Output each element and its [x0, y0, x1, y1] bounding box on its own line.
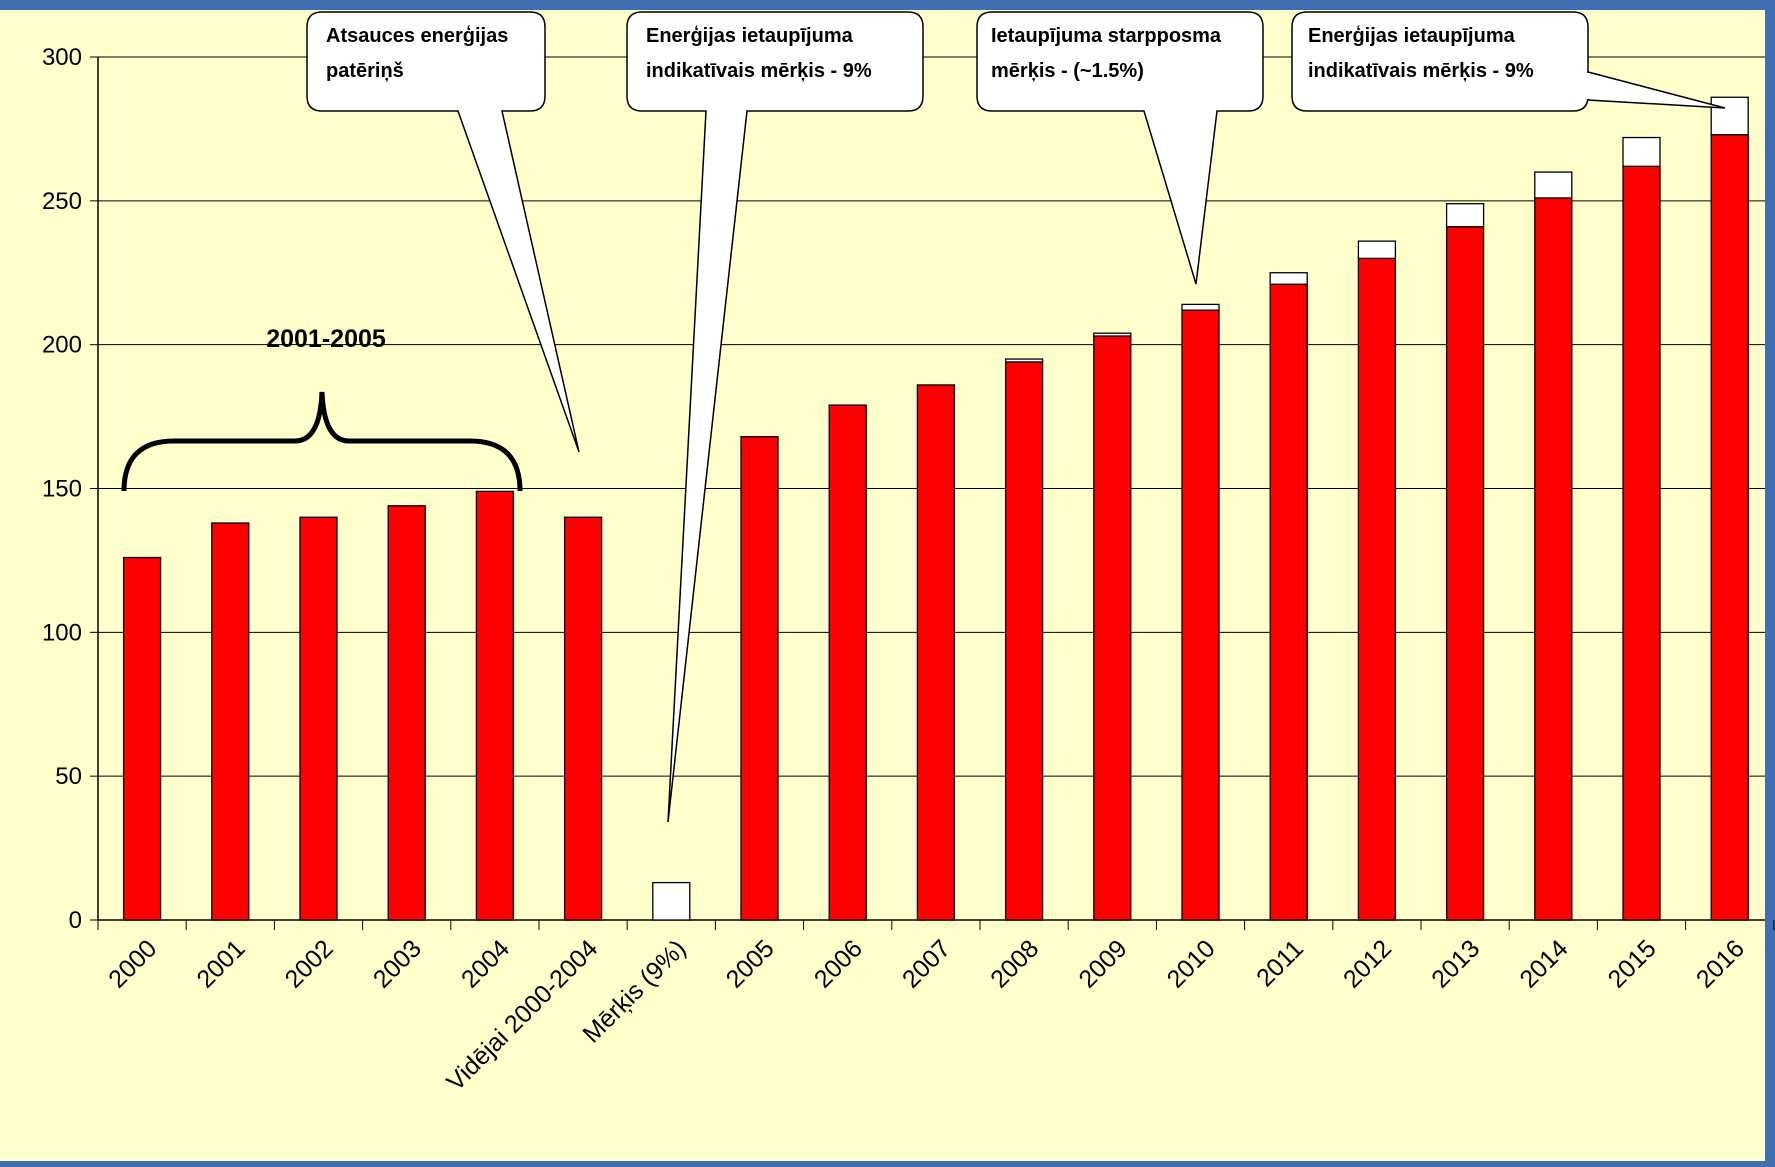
y-tick-label: 200 — [42, 332, 82, 359]
bar-segment — [828, 404, 867, 921]
callout-3-line2: mērķis - (~1.5%) — [991, 60, 1144, 82]
window-bottom-strip — [0, 1161, 1775, 1167]
x-tick-label: 2014 — [1514, 934, 1573, 993]
x-tick-label: 2008 — [985, 934, 1044, 993]
bar-segment — [1622, 165, 1661, 921]
x-tick-label: 2016 — [1691, 934, 1750, 993]
callout-3-line1: Ietaupījuma starpposma — [991, 25, 1222, 47]
callout-reference-consumption: Atsauces enerģijas patēriņš — [306, 11, 580, 453]
callout-1-line2: patēriņš — [326, 60, 404, 82]
x-tick-label: 2013 — [1426, 934, 1485, 993]
callout-2-line1: Enerģijas ietaupījuma — [646, 25, 854, 47]
bar-segment — [1534, 197, 1573, 921]
callout-indicative-target-1: Enerģijas ietaupījuma indikatīvais mērķi… — [626, 11, 924, 823]
bar-segment — [1269, 283, 1308, 921]
x-tick-label: 2000 — [103, 934, 162, 993]
bar-segment — [122, 556, 162, 921]
callout-4-line1: Enerģijas ietaupījuma — [1308, 25, 1516, 47]
x-tick-label: 2003 — [368, 934, 427, 993]
bar-segment — [916, 384, 956, 921]
annotations: 2001-2005 Atsauces enerģijas patēriņš En… — [121, 11, 1726, 823]
x-tick-label: 2009 — [1073, 934, 1132, 993]
window-right-strip — [1765, 0, 1775, 1167]
bar-segment — [1445, 203, 1485, 228]
bar-segment — [1445, 226, 1485, 921]
bar-segment — [1710, 134, 1749, 921]
x-tick-label: 2012 — [1338, 934, 1397, 993]
callout-1-line1: Atsauces enerģijas — [326, 25, 508, 47]
brace-shape — [121, 391, 523, 492]
bar-segment — [652, 881, 691, 921]
x-tick-label: 2001 — [191, 934, 250, 993]
bar-segment — [1269, 272, 1308, 285]
x-tick-label: 2005 — [721, 934, 780, 993]
callout-4-line2: indikatīvais mērķis - 9% — [1308, 60, 1534, 82]
x-tick-label: 2011 — [1251, 934, 1309, 992]
bar-segment — [740, 436, 779, 921]
bar-segment — [1093, 332, 1132, 337]
callout-indicative-target-2: Enerģijas ietaupījuma indikatīvais mērķi… — [1291, 11, 1726, 112]
bar-segment — [299, 516, 338, 921]
y-tick-label: 100 — [42, 619, 82, 646]
y-tick-label: 250 — [42, 188, 82, 215]
callout-interim-target: Ietaupījuma starpposma mērķis - (~1.5%) — [976, 11, 1264, 285]
bar-segment — [1357, 240, 1397, 260]
y-tick-labels: 0 50 100 150 200 250 300 — [42, 44, 82, 934]
y-tick-label: 150 — [42, 476, 82, 503]
bar-segment — [1004, 361, 1044, 921]
x-tick-label: 2010 — [1162, 934, 1221, 993]
bar-segment — [475, 490, 515, 921]
y-tick-label: 300 — [42, 44, 82, 71]
bar-segment — [563, 516, 603, 921]
bar-segment — [1181, 303, 1220, 311]
callout-2-line2: indikatīvais mērķis - 9% — [646, 60, 872, 82]
bar-segment — [1622, 136, 1661, 167]
bars — [122, 96, 1749, 921]
brace-label: 2001-2005 — [266, 325, 386, 353]
x-tick-label: 2006 — [809, 934, 868, 993]
bar-segment — [1181, 309, 1220, 921]
bar-segment — [1534, 171, 1573, 199]
bar-segment — [211, 522, 250, 921]
x-tick-label: 2002 — [280, 934, 339, 993]
x-tick-label: 2004 — [456, 934, 515, 993]
y-tick-label: 0 — [69, 907, 82, 934]
bar-segment — [1093, 335, 1132, 921]
x-tick-label: Vidējai 2000-2004 — [441, 934, 603, 1096]
x-tick-label: 2015 — [1603, 934, 1662, 993]
x-tick-label: 2007 — [897, 934, 956, 993]
bar-segment — [1004, 358, 1044, 363]
y-tick-label: 50 — [55, 763, 82, 790]
bar-segment — [1357, 257, 1397, 921]
window-top-strip — [0, 0, 1775, 10]
bar-segment — [387, 505, 426, 921]
bar-segment — [1710, 96, 1749, 136]
